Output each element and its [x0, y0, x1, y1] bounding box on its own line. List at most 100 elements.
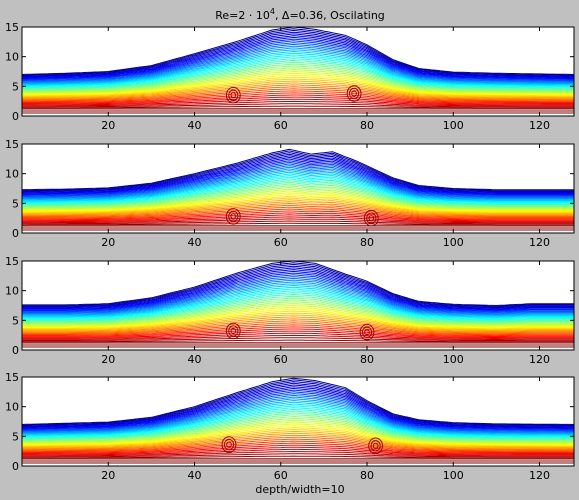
contour-level-16 [22, 310, 574, 329]
contour-level-3 [22, 220, 574, 225]
contour-level-4 [22, 100, 574, 107]
contour-level-32 [22, 281, 574, 316]
contour-level-16 [22, 427, 574, 446]
contour-level-34 [22, 277, 574, 314]
contour-level-6 [22, 330, 574, 338]
y-tick-label: 0 [12, 110, 19, 123]
contour-level-34 [22, 394, 574, 433]
contour-level-5 [22, 216, 574, 223]
contour-level-10 [22, 206, 574, 218]
vortex-1-ring-2 [228, 325, 239, 337]
vortex-1-ring-3 [221, 436, 237, 453]
contour-level-35 [22, 42, 574, 82]
contour-level-41 [22, 31, 574, 78]
contour-level-29 [22, 52, 574, 86]
contour-level-41 [22, 382, 574, 428]
chart-title: Re=2 · 104, Δ=0.36, Oscilating [215, 7, 385, 22]
y-tick-label: 15 [5, 371, 19, 384]
contour-level-27 [22, 56, 574, 88]
y-tick-label: 15 [5, 255, 19, 268]
contour-level-6 [22, 214, 574, 222]
contour-level-17 [22, 308, 574, 328]
contour-level-21 [22, 186, 574, 209]
contour-level-26 [22, 408, 574, 439]
contour-level-15 [22, 428, 574, 447]
contour-level-18 [22, 306, 574, 328]
contour-level-11 [22, 86, 574, 101]
contour-level-38 [22, 270, 574, 311]
contour-level-9 [22, 324, 574, 336]
contour-level-12 [22, 202, 574, 216]
contour-level-40 [22, 155, 574, 194]
contour-level-24 [22, 61, 574, 90]
contour-level-32 [22, 168, 574, 200]
vortex-1-ring-3 [225, 86, 241, 104]
contour-level-18 [22, 423, 574, 445]
contour-level-15 [22, 78, 574, 97]
contour-level-2 [22, 339, 574, 343]
contour-level-40 [22, 33, 574, 78]
panel-3: 20 40 60 80 100 120 0 5 10 15 [5, 255, 575, 366]
contour-level-43 [22, 379, 574, 426]
x-tick-label: 100 [443, 236, 464, 249]
vortex-1-ring-1 [226, 441, 232, 448]
contour-level-39 [22, 35, 574, 79]
contour-level-21 [22, 417, 574, 443]
contour-level-17 [22, 193, 574, 212]
contour-level-14 [22, 199, 574, 214]
contour-level-23 [22, 414, 574, 441]
contour-level-10 [22, 88, 574, 101]
x-axis-label: depth/width=10 [255, 483, 344, 496]
contour-level-16 [22, 195, 574, 213]
contour-level-11 [22, 204, 574, 217]
contour-level-4 [22, 334, 574, 340]
y-tick-label: 10 [5, 51, 19, 64]
contour-level-34 [22, 43, 574, 83]
contour-level-2 [22, 222, 574, 226]
vortex-2-ring-1 [368, 215, 375, 222]
contour-level-13 [22, 82, 574, 99]
contour-level-42 [22, 263, 574, 308]
x-tick-label: 80 [360, 353, 374, 366]
x-tick-label: 120 [529, 236, 550, 249]
panel-frame [21, 143, 575, 234]
contour-level-2 [22, 105, 574, 109]
contour-level-21 [22, 301, 574, 325]
contour-level-28 [22, 54, 574, 87]
contour-level-26 [22, 292, 574, 321]
contour-level-25 [22, 293, 574, 322]
contour-level-9 [22, 90, 574, 102]
contour-level-12 [22, 434, 574, 450]
contour-level-19 [22, 70, 574, 94]
contour-level-23 [22, 183, 574, 207]
contour-level-6 [22, 96, 574, 105]
contour-level-41 [22, 153, 574, 193]
contour-level-22 [22, 299, 574, 324]
vortex-2-ring-1 [364, 329, 370, 336]
contour-lines [22, 377, 574, 464]
contour-level-43 [22, 262, 574, 307]
x-tick-label: 20 [101, 353, 115, 366]
contour-level-7 [22, 94, 574, 104]
contour-level-19 [22, 421, 574, 444]
contour-level-8 [22, 92, 574, 103]
contour-level-15 [22, 197, 574, 214]
contour-level-8 [22, 442, 574, 453]
contour-level-26 [22, 178, 574, 205]
contour-level-27 [22, 176, 574, 204]
contour-level-15 [22, 312, 574, 330]
title-suffix: , Δ=0.36, Oscilating [275, 9, 385, 22]
contour-level-5 [22, 332, 574, 339]
contour-level-16 [22, 76, 574, 96]
contour-level-8 [22, 326, 574, 337]
contour-level-12 [22, 84, 574, 100]
y-tick-label: 5 [12, 314, 19, 327]
contour-level-14 [22, 430, 574, 448]
contour-level-30 [22, 50, 574, 86]
contour-level-29 [22, 403, 574, 436]
contour-level-4 [22, 218, 574, 224]
contour-level-14 [22, 314, 574, 331]
contour-level-12 [22, 318, 574, 333]
contour-level-22 [22, 415, 574, 442]
x-tick-label: 120 [529, 353, 550, 366]
